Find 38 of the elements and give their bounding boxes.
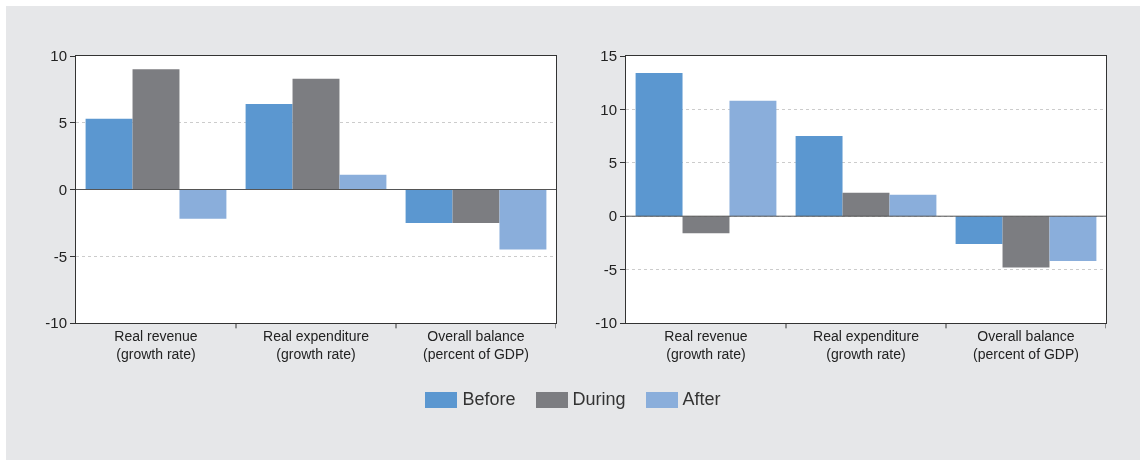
y-tick-label: 10 xyxy=(50,47,67,65)
bar xyxy=(405,189,453,223)
bar xyxy=(635,73,683,217)
bar xyxy=(339,174,387,190)
legend-label: During xyxy=(572,388,626,409)
x-tick-label: Real revenue (growth rate) xyxy=(664,327,748,362)
y-tick-label: 10 xyxy=(600,100,617,118)
bar xyxy=(245,104,293,190)
bar xyxy=(292,78,340,190)
x-tick-label: Real expenditure (growth rate) xyxy=(813,327,920,362)
y-tick-label: 15 xyxy=(600,47,617,65)
y-tick-label: 5 xyxy=(58,114,67,131)
x-tick-label: Real revenue (growth rate) xyxy=(114,327,198,362)
bar xyxy=(499,189,547,250)
y-tick-label: -10 xyxy=(45,314,67,332)
y-tick-label: 0 xyxy=(608,207,617,225)
y-tick-label: -5 xyxy=(603,260,617,278)
bar xyxy=(85,118,133,190)
bar xyxy=(1002,216,1050,268)
bar xyxy=(889,194,937,217)
y-tick-label: 0 xyxy=(58,180,67,198)
bar xyxy=(682,216,730,234)
bar xyxy=(452,189,500,223)
bar xyxy=(132,69,180,190)
x-tick-label: Overall balance (percent of GDP) xyxy=(973,327,1079,362)
bar xyxy=(955,216,1003,244)
y-tick-label: -5 xyxy=(53,247,67,265)
x-tick-label: Overall balance (percent of GDP) xyxy=(423,327,529,362)
legend-label: After xyxy=(682,388,721,409)
legend-label: Before xyxy=(462,388,516,409)
y-tick-label: 5 xyxy=(608,154,617,172)
y-tick-label: -10 xyxy=(595,314,617,332)
bar xyxy=(1049,216,1097,262)
bar xyxy=(842,192,890,217)
bar xyxy=(179,189,227,219)
bar xyxy=(795,136,843,217)
x-tick-label: Real expenditure (growth rate) xyxy=(263,327,370,362)
bar xyxy=(729,100,777,217)
